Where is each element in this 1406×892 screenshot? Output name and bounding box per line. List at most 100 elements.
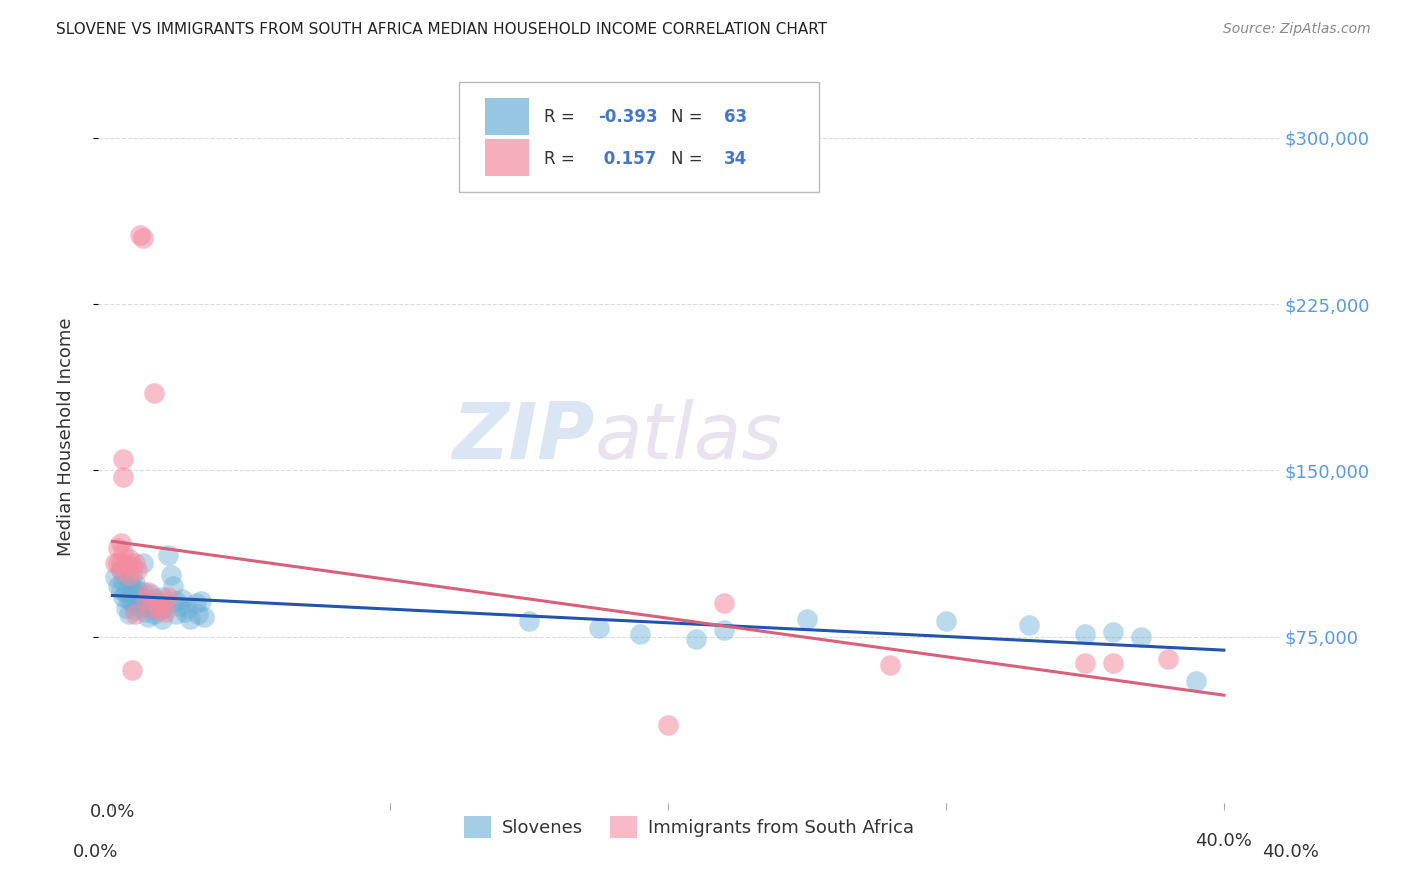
Point bbox=[110, 557, 132, 571]
Point bbox=[879, 658, 901, 673]
Point bbox=[124, 557, 146, 571]
Point bbox=[159, 567, 181, 582]
Point bbox=[110, 563, 132, 577]
Point bbox=[148, 603, 170, 617]
Point bbox=[1018, 618, 1040, 632]
Point bbox=[135, 591, 157, 606]
Point bbox=[112, 470, 135, 484]
Point bbox=[115, 600, 138, 615]
Text: SLOVENE VS IMMIGRANTS FROM SOUTH AFRICA MEDIAN HOUSEHOLD INCOME CORRELATION CHAR: SLOVENE VS IMMIGRANTS FROM SOUTH AFRICA … bbox=[56, 22, 827, 37]
Bar bbox=[485, 98, 530, 135]
Point bbox=[179, 612, 201, 626]
Point bbox=[124, 607, 146, 622]
Point bbox=[190, 594, 212, 608]
Bar bbox=[485, 139, 530, 176]
Text: N =: N = bbox=[671, 150, 709, 168]
Point bbox=[153, 600, 176, 615]
Point bbox=[148, 603, 170, 617]
Point bbox=[1157, 651, 1180, 665]
Point bbox=[121, 567, 143, 582]
Text: 40.0%: 40.0% bbox=[1195, 832, 1253, 850]
Point bbox=[156, 548, 179, 562]
Point bbox=[121, 558, 143, 573]
Point bbox=[107, 557, 129, 571]
Point bbox=[1129, 630, 1152, 644]
Point bbox=[146, 596, 169, 610]
Point bbox=[127, 594, 149, 608]
Point bbox=[138, 599, 160, 613]
Point bbox=[118, 607, 141, 622]
Point bbox=[138, 585, 160, 599]
Point bbox=[165, 594, 187, 608]
Point bbox=[104, 557, 127, 571]
Text: R =: R = bbox=[544, 108, 579, 126]
Point bbox=[153, 605, 176, 619]
Point bbox=[184, 596, 207, 610]
Point bbox=[112, 545, 135, 559]
Point bbox=[112, 574, 135, 589]
Point bbox=[173, 605, 195, 619]
Point bbox=[124, 587, 146, 601]
Text: N =: N = bbox=[671, 108, 709, 126]
Point bbox=[104, 570, 127, 584]
Point bbox=[1185, 673, 1208, 688]
Point bbox=[187, 607, 209, 622]
Point bbox=[176, 600, 198, 615]
Point bbox=[118, 552, 141, 566]
Text: Source: ZipAtlas.com: Source: ZipAtlas.com bbox=[1223, 22, 1371, 37]
Point bbox=[935, 614, 957, 628]
Point bbox=[165, 607, 187, 622]
Point bbox=[628, 627, 651, 641]
Point bbox=[713, 623, 735, 637]
Point bbox=[143, 607, 166, 622]
Text: 34: 34 bbox=[724, 150, 748, 168]
Text: -0.393: -0.393 bbox=[598, 108, 658, 126]
Point bbox=[193, 609, 215, 624]
Point bbox=[129, 228, 152, 243]
Point bbox=[657, 718, 679, 732]
Point bbox=[110, 536, 132, 550]
Text: R =: R = bbox=[544, 150, 579, 168]
Point bbox=[121, 663, 143, 677]
Point bbox=[796, 612, 818, 626]
Point bbox=[118, 591, 141, 606]
Point bbox=[141, 600, 163, 615]
Y-axis label: Median Household Income: Median Household Income bbox=[56, 318, 75, 557]
Point bbox=[1101, 625, 1123, 640]
Text: 63: 63 bbox=[724, 108, 748, 126]
Point bbox=[517, 614, 540, 628]
Point bbox=[124, 603, 146, 617]
Point bbox=[150, 590, 173, 604]
Point bbox=[132, 230, 155, 244]
Point bbox=[162, 578, 184, 592]
Point bbox=[150, 594, 173, 608]
Point bbox=[127, 563, 149, 577]
Point bbox=[118, 567, 141, 582]
Point bbox=[141, 587, 163, 601]
Point bbox=[129, 590, 152, 604]
Point bbox=[107, 541, 129, 555]
Text: atlas: atlas bbox=[595, 399, 782, 475]
Point bbox=[1074, 656, 1097, 670]
Point bbox=[143, 385, 166, 400]
Text: 40.0%: 40.0% bbox=[1263, 843, 1319, 861]
Point bbox=[121, 596, 143, 610]
Point bbox=[110, 563, 132, 577]
Text: 0.0%: 0.0% bbox=[73, 843, 118, 861]
Point bbox=[115, 585, 138, 599]
Point bbox=[150, 612, 173, 626]
Point bbox=[1074, 627, 1097, 641]
FancyBboxPatch shape bbox=[458, 82, 818, 192]
Point bbox=[112, 590, 135, 604]
Point bbox=[588, 621, 610, 635]
Point bbox=[132, 585, 155, 599]
Point bbox=[124, 576, 146, 591]
Point bbox=[135, 594, 157, 608]
Point bbox=[132, 557, 155, 571]
Point bbox=[121, 581, 143, 595]
Point bbox=[129, 600, 152, 615]
Point bbox=[685, 632, 707, 646]
Point bbox=[110, 582, 132, 597]
Point bbox=[127, 582, 149, 597]
Point bbox=[115, 558, 138, 573]
